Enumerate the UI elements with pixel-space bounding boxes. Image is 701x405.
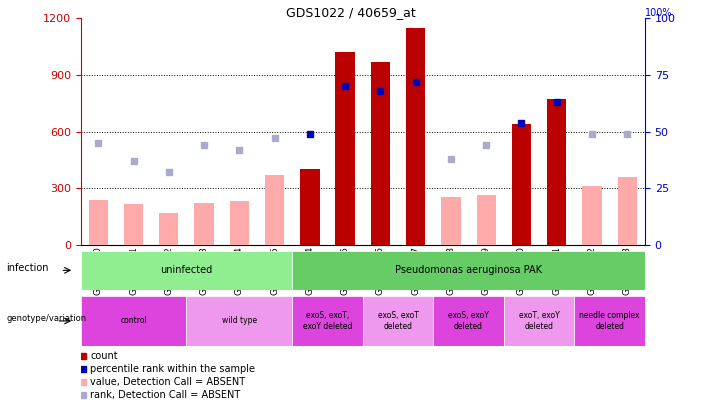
- Bar: [406, 28, 426, 245]
- Text: Pseudomonas aeruginosa PAK: Pseudomonas aeruginosa PAK: [395, 265, 542, 275]
- Text: GDS1022 / 40659_at: GDS1022 / 40659_at: [285, 6, 416, 19]
- Bar: [371, 62, 390, 245]
- Text: exoT, exoY
deleted: exoT, exoY deleted: [519, 311, 559, 330]
- Bar: [336, 52, 355, 245]
- Bar: [88, 200, 108, 245]
- Bar: [618, 177, 637, 245]
- Bar: [81, 296, 186, 346]
- Bar: [265, 175, 285, 245]
- Bar: [81, 251, 292, 290]
- Bar: [433, 296, 504, 346]
- Text: wild type: wild type: [222, 316, 257, 326]
- Bar: [574, 296, 645, 346]
- Bar: [124, 205, 143, 245]
- Text: count: count: [90, 351, 118, 361]
- Bar: [441, 197, 461, 245]
- Bar: [363, 296, 433, 346]
- Text: infection: infection: [6, 263, 49, 273]
- Text: value, Detection Call = ABSENT: value, Detection Call = ABSENT: [90, 377, 245, 387]
- Text: rank, Detection Call = ABSENT: rank, Detection Call = ABSENT: [90, 390, 240, 400]
- Text: percentile rank within the sample: percentile rank within the sample: [90, 364, 255, 374]
- Bar: [504, 296, 574, 346]
- Text: needle complex
deleted: needle complex deleted: [580, 311, 640, 330]
- Bar: [300, 169, 320, 245]
- Bar: [186, 296, 292, 346]
- Bar: [159, 213, 179, 245]
- Text: uninfected: uninfected: [161, 265, 212, 275]
- Bar: [292, 251, 645, 290]
- Bar: [230, 200, 249, 245]
- Text: exoS, exoT
deleted: exoS, exoT deleted: [378, 311, 418, 330]
- Text: exoS, exoY
deleted: exoS, exoY deleted: [448, 311, 489, 330]
- Text: exoS, exoT,
exoY deleted: exoS, exoT, exoY deleted: [303, 311, 352, 330]
- Bar: [512, 124, 531, 245]
- Bar: [292, 296, 363, 346]
- Bar: [194, 203, 214, 245]
- Bar: [477, 195, 496, 245]
- Bar: [547, 100, 566, 245]
- Text: control: control: [120, 316, 147, 326]
- Bar: [583, 186, 601, 245]
- Text: 100%: 100%: [645, 8, 672, 18]
- Text: genotype/variation: genotype/variation: [6, 314, 87, 323]
